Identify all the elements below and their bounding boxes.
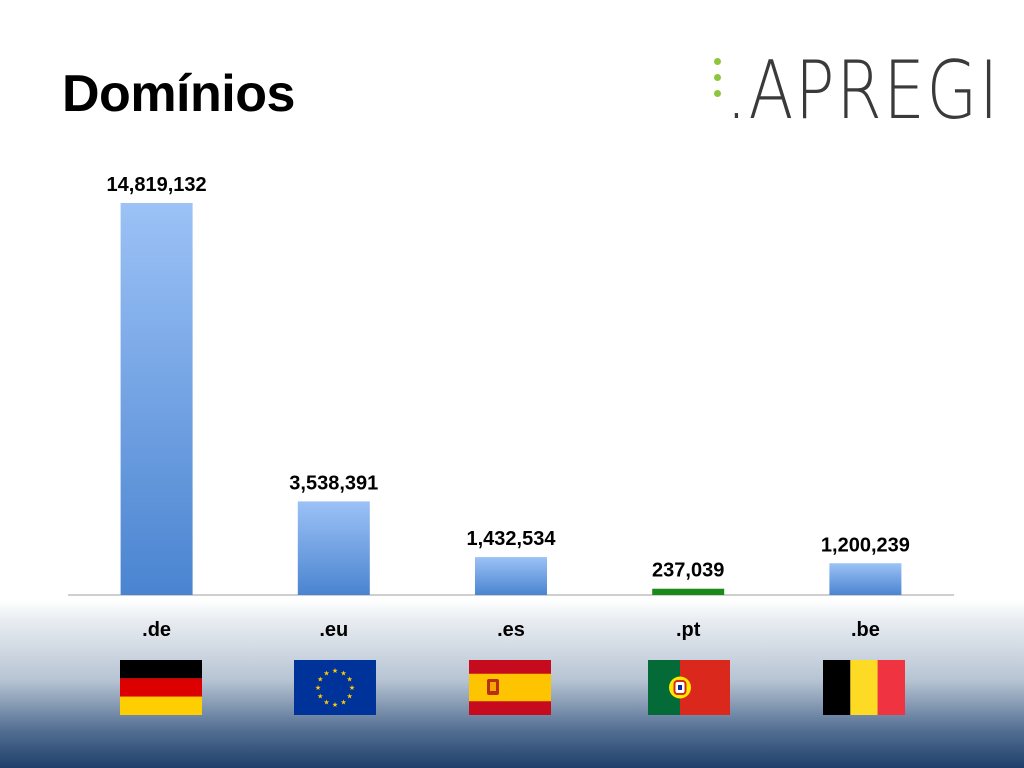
svg-text:★: ★ <box>317 676 323 684</box>
svg-text:★: ★ <box>347 676 353 684</box>
svg-text:★: ★ <box>315 684 321 692</box>
bar-es <box>475 557 547 595</box>
belgium-flag-icon <box>823 660 905 715</box>
data-label-pt: 237,039 <box>652 560 724 582</box>
data-label-be: 1,200,239 <box>821 534 910 556</box>
germany-flag-icon <box>120 660 202 715</box>
page-title: Domínios <box>62 65 295 123</box>
bar-pt <box>652 588 725 595</box>
svg-text:★: ★ <box>340 699 346 707</box>
data-label-es: 1,432,534 <box>467 528 557 550</box>
category-label-pt: .pt <box>676 619 701 641</box>
svg-text:★: ★ <box>323 699 329 707</box>
bar-de <box>120 203 193 595</box>
svg-text:★: ★ <box>323 669 329 677</box>
svg-text:★: ★ <box>332 701 338 709</box>
category-label-es: .es <box>497 619 525 641</box>
bar-be <box>829 563 902 595</box>
apregi-logo: .APREGI <box>706 46 998 136</box>
category-label-de: .de <box>142 619 171 641</box>
svg-text:★: ★ <box>347 693 353 701</box>
portugal-flag-icon <box>648 660 730 715</box>
bar-eu <box>297 501 370 595</box>
data-label-eu: 3,538,391 <box>289 472 378 494</box>
data-label-de: 14,819,132 <box>107 174 207 196</box>
category-label-eu: .eu <box>319 619 348 641</box>
eu-flag-icon: ★★★★★★★★★ ★ ★★ <box>294 660 376 715</box>
svg-text:★: ★ <box>340 669 346 677</box>
category-label-be: .be <box>851 619 880 641</box>
svg-text:★: ★ <box>349 684 355 692</box>
svg-text:★: ★ <box>317 693 323 701</box>
logo-wordmark: .APREGI <box>726 44 1000 137</box>
spain-flag-icon <box>469 660 551 715</box>
svg-text:★: ★ <box>332 667 338 675</box>
